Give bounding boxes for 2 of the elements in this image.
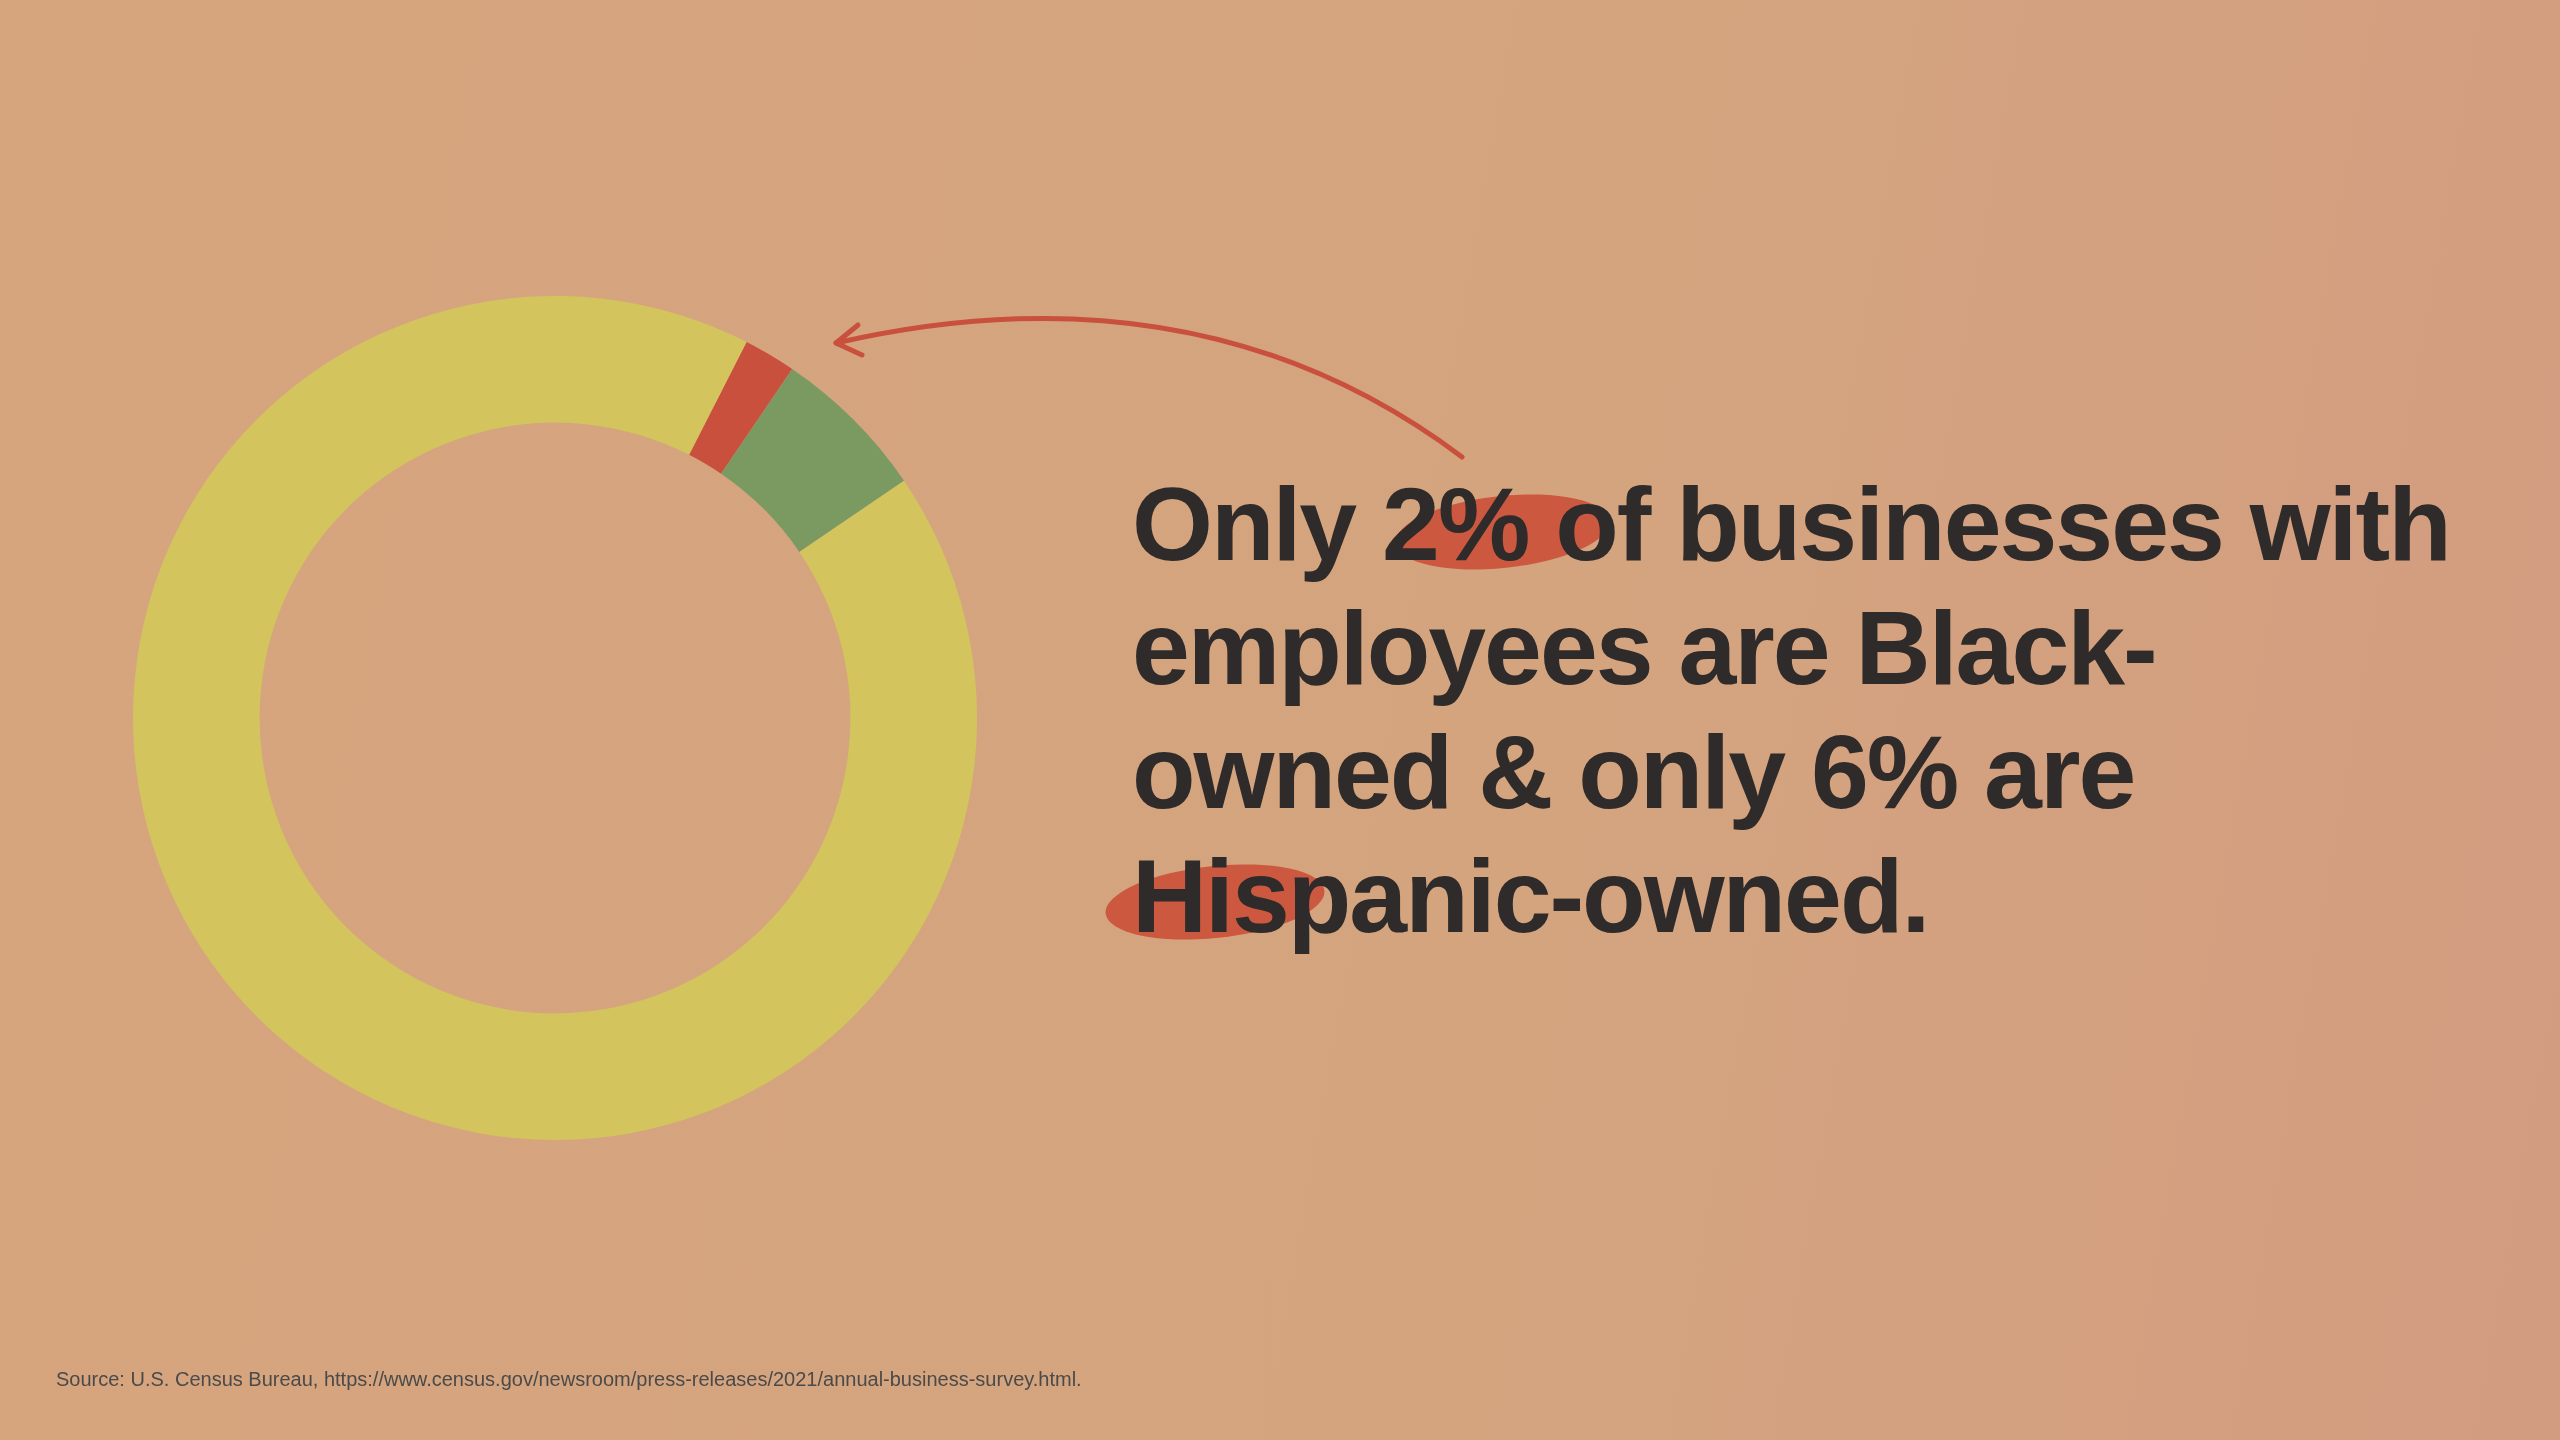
text: Only 2% of businesses with employees are Black-owned & only 6% are Hispanic-owned. — [1132, 465, 2451, 956]
source-note: Source: U.S. Census Bureau, https://www.census.gov/newsroom/press-releases/2021/annual-business-survey.html. — [56, 1368, 1082, 1391]
